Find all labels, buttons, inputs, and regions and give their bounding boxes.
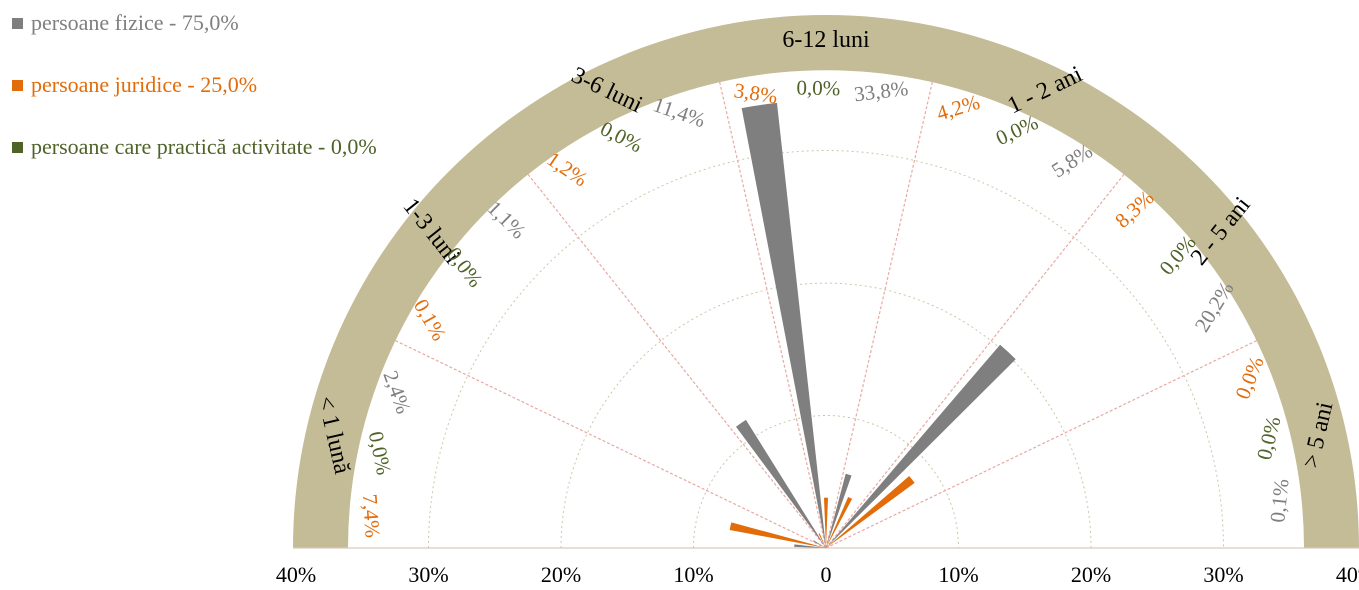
value-label: 0,0%: [1230, 353, 1268, 403]
axis-tick-label: 10%: [938, 562, 978, 587]
bar-fizice-5: [826, 344, 1016, 548]
axis-tick-label: 20%: [541, 562, 581, 587]
bar-fizice-4: [826, 473, 852, 548]
legend-item-persoane-activitate[interactable]: persoane care practică activitate - 0,0%: [12, 132, 377, 162]
value-label: 11,4%: [650, 92, 708, 132]
bar-fizice-3: [741, 102, 826, 548]
legend-label: persoane care practică activitate - 0,0%: [31, 134, 377, 159]
value-label: 0,0%: [1252, 414, 1286, 462]
grid-circle: [560, 282, 1092, 549]
value-label: 0,0%: [992, 110, 1042, 150]
bar-juridice-5: [826, 476, 915, 548]
sector-divider: [395, 340, 827, 549]
bar-juridice-2: [818, 533, 826, 548]
legend-item-persoane-fizice[interactable]: persoane fizice - 75,0%: [12, 8, 377, 38]
sector-divider: [825, 340, 1257, 549]
bar-juridice-4: [826, 496, 853, 548]
value-label: 0,1%: [1265, 478, 1293, 524]
value-label: 33,8%: [853, 76, 910, 106]
legend-label: persoane juridice - 25,0%: [31, 72, 258, 97]
legend-item-persoane-juridice[interactable]: persoane juridice - 25,0%: [12, 70, 377, 100]
value-label: 20,2%: [1190, 277, 1239, 336]
bar-fizice-6: [826, 547, 828, 548]
bar-juridice-3: [823, 497, 829, 548]
bar-fizice-1: [813, 540, 826, 548]
axis-tick-label: 30%: [408, 562, 448, 587]
axis-tick-label: 20%: [1071, 562, 1111, 587]
axis-tick-label: 30%: [1203, 562, 1243, 587]
value-label: 7,4%: [358, 493, 385, 538]
bar-fizice-2: [736, 419, 826, 548]
sector-divider: [825, 173, 1125, 549]
legend: persoane fizice - 75,0% persoane juridic…: [12, 8, 377, 194]
value-label: 3,8%: [732, 78, 779, 108]
category-label: 6-12 luni: [782, 27, 870, 53]
value-label: 0,1%: [409, 295, 452, 345]
legend-swatch-gray: [12, 17, 23, 29]
axis-tick-label: 40%: [1336, 562, 1359, 587]
grid-circle: [428, 150, 1224, 549]
bar-juridice-0: [729, 522, 826, 548]
legend-label: persoane fizice - 75,0%: [31, 10, 239, 35]
legend-swatch-orange: [12, 79, 23, 91]
category-band: [293, 15, 1359, 548]
value-label: 0,0%: [364, 429, 397, 477]
value-label: 2,4%: [378, 367, 415, 416]
axis-tick-label: 40%: [276, 562, 316, 587]
bar-juridice-1: [824, 547, 826, 548]
axis-tick-label: 0: [821, 562, 832, 587]
bar-fizice-0: [794, 544, 826, 548]
axis-tick-label: 10%: [673, 562, 713, 587]
sector-divider: [825, 81, 933, 549]
legend-swatch-green: [12, 141, 23, 153]
value-label: 0,0%: [796, 76, 840, 101]
value-label: 0,0%: [596, 116, 646, 157]
value-label: 4,2%: [934, 90, 983, 126]
